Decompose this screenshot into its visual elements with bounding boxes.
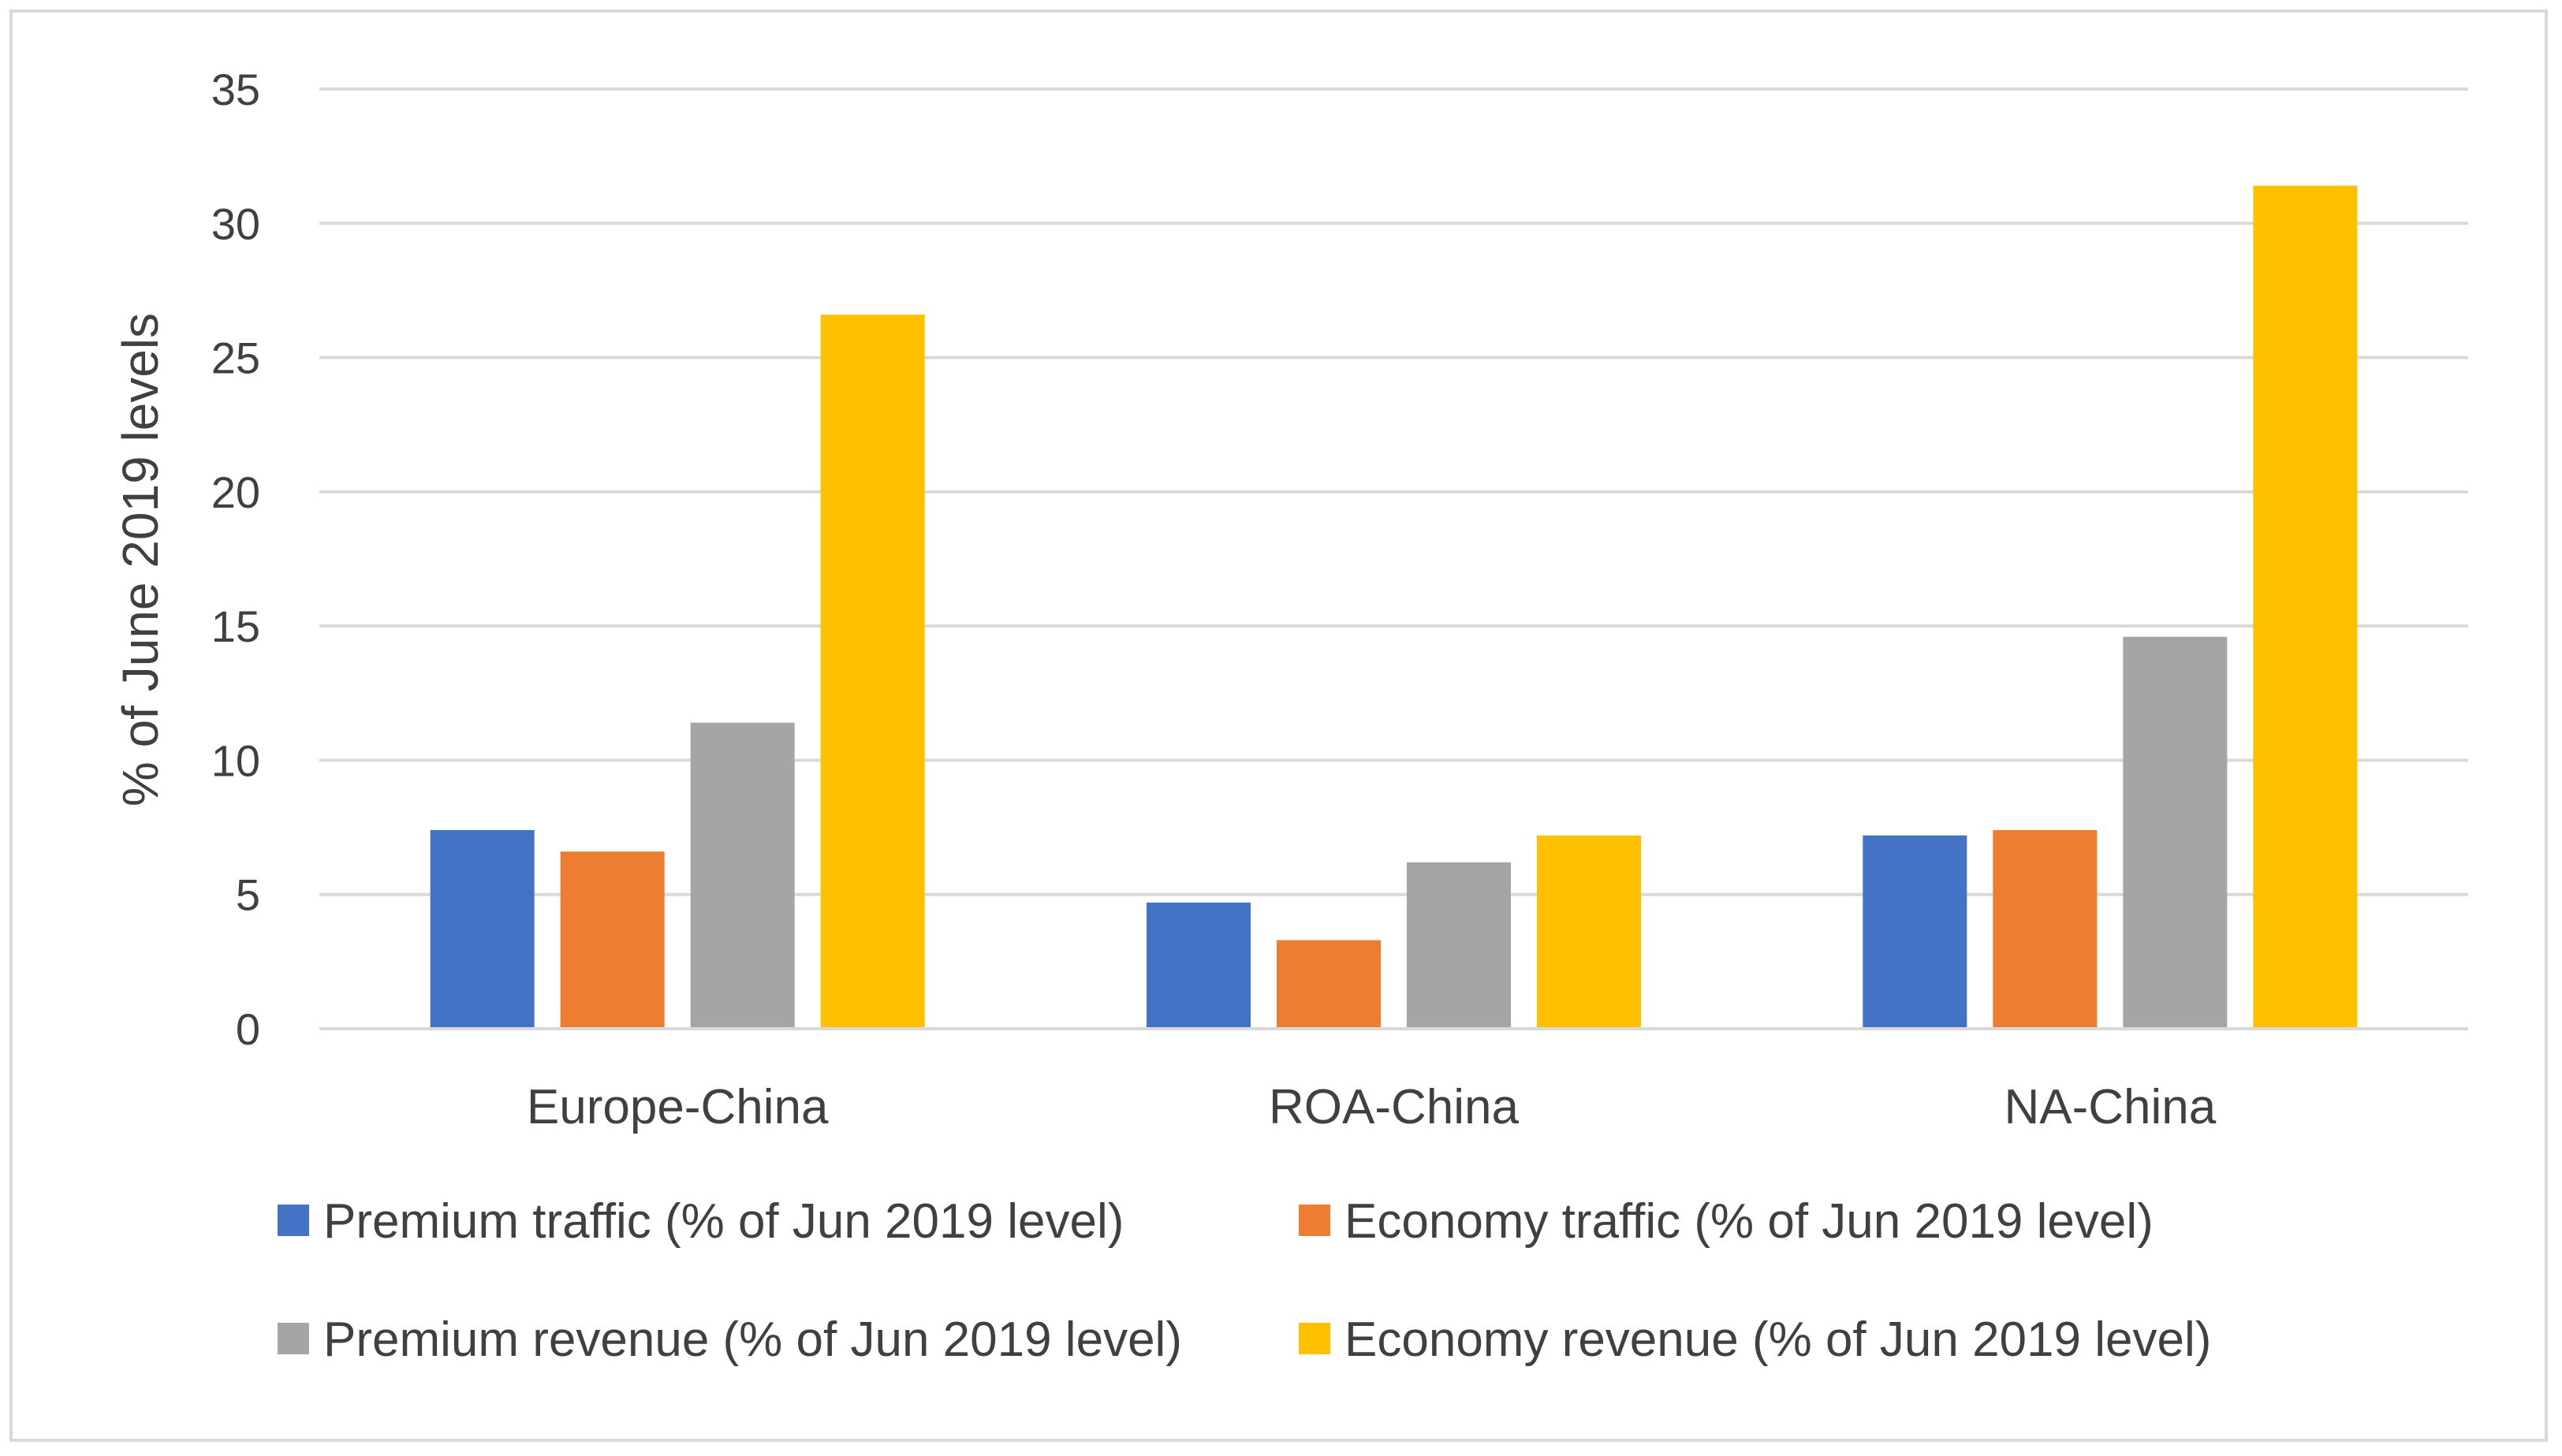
y-tick-label-10: 10: [211, 735, 260, 785]
legend-swatch-premium-revenue: [278, 1323, 309, 1354]
y-axis-title-group: % of June 2019 levels: [112, 313, 169, 806]
legend-label-economy-revenue: Economy revenue (% of Jun 2019 level): [1344, 1313, 2211, 1367]
legend: Premium traffic (% of Jun 2019 level) Eco…: [278, 1194, 2211, 1367]
bar-europe-china-economy-revenue: [820, 315, 925, 1030]
bar-na-china-premium-traffic: [1863, 835, 1967, 1029]
bar-europe-china-economy-traffic: [560, 851, 665, 1029]
bar-europe-china-premium-revenue: [690, 722, 795, 1029]
y-tick-label-25: 25: [211, 333, 260, 383]
legend-swatch-premium-traffic: [278, 1205, 309, 1236]
y-tick-label-20: 20: [211, 467, 260, 517]
bar-europe-china-premium-traffic: [430, 829, 535, 1029]
x-category-label-europe-china: Europe-China: [527, 1080, 829, 1134]
y-tick-label-35: 35: [211, 65, 260, 114]
y-tick-label-30: 30: [211, 199, 260, 248]
y-tick-label-0: 0: [236, 1004, 260, 1054]
bars: [319, 185, 2468, 1030]
legend-swatch-economy-traffic: [1299, 1205, 1330, 1236]
y-tick-labels: 0 5 10 15 20 25 30 35: [211, 65, 260, 1054]
legend-swatch-economy-revenue: [1299, 1323, 1330, 1354]
legend-label-premium-revenue: Premium revenue (% of Jun 2019 level): [323, 1313, 1182, 1367]
legend-label-economy-traffic: Economy traffic (% of Jun 2019 level): [1344, 1194, 2154, 1249]
y-axis-title: % of June 2019 levels: [112, 313, 169, 806]
bar-roa-china-premium-revenue: [1407, 862, 1511, 1029]
legend-label-premium-traffic: Premium traffic (% of Jun 2019 level): [323, 1194, 1124, 1249]
y-tick-label-15: 15: [211, 601, 260, 651]
bar-na-china-premium-revenue: [2123, 636, 2228, 1029]
bar-roa-china-economy-revenue: [1537, 835, 1641, 1029]
category-labels: Europe-China ROA-China NA-China: [527, 1080, 2217, 1134]
bar-na-china-economy-traffic: [1993, 829, 2098, 1029]
x-category-label-na-china: NA-China: [2004, 1080, 2216, 1134]
x-category-label-roa-china: ROA-China: [1269, 1080, 1520, 1134]
bar-roa-china-economy-traffic: [1277, 940, 1381, 1029]
bar-roa-china-premium-traffic: [1147, 902, 1251, 1029]
bar-na-china-economy-revenue: [2253, 185, 2358, 1029]
y-tick-label-5: 5: [236, 870, 260, 920]
